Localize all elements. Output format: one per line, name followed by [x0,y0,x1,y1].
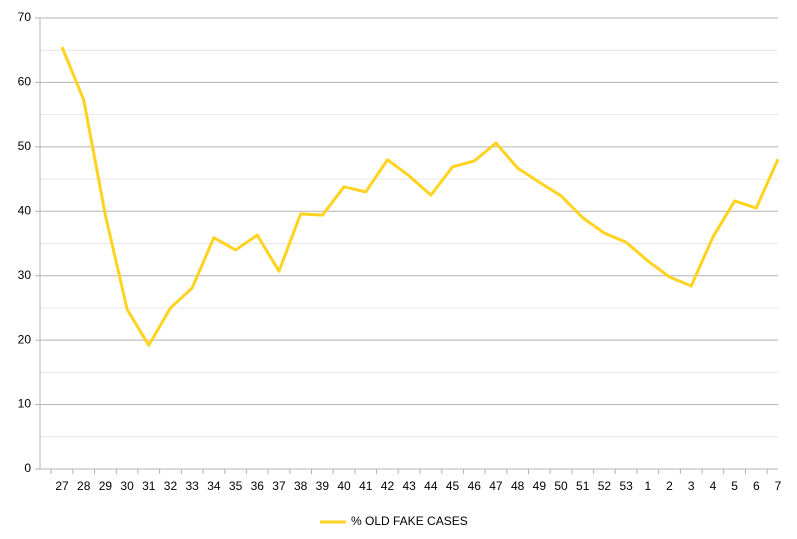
y-tick-label: 60 [18,75,32,89]
legend-label: % OLD FAKE CASES [351,514,468,528]
x-tick-label: 29 [99,479,113,493]
x-tick-label: 50 [554,479,568,493]
x-tick-label: 32 [164,479,178,493]
x-tick-label: 4 [710,479,717,493]
x-tick-label: 1 [644,479,651,493]
y-tick-label: 50 [18,139,32,153]
x-tick-label: 46 [468,479,482,493]
y-tick-label: 40 [18,203,32,217]
x-tick-label: 33 [186,479,200,493]
y-tick-label: 20 [18,332,32,346]
x-tick-label: 52 [598,479,612,493]
y-tick-label: 30 [18,268,32,282]
y-tick-label: 70 [18,10,32,24]
x-tick-label: 37 [272,479,286,493]
x-tick-label: 7 [775,479,782,493]
x-tick-label: 51 [576,479,590,493]
x-tick-label: 49 [533,479,547,493]
x-tick-label: 5 [731,479,738,493]
x-tick-label: 2 [666,479,673,493]
x-tick-label: 42 [381,479,395,493]
x-tick-label: 39 [316,479,330,493]
x-tick-label: 35 [229,479,243,493]
x-tick-label: 48 [511,479,525,493]
x-tick-label: 30 [120,479,134,493]
y-tick-label: 0 [24,461,31,475]
x-tick-label: 31 [142,479,156,493]
x-tick-label: 47 [489,479,503,493]
x-tick-label: 27 [55,479,69,493]
x-tick-label: 36 [251,479,265,493]
x-tick-label: 45 [446,479,460,493]
x-tick-label: 53 [619,479,633,493]
x-tick-label: 34 [207,479,221,493]
x-tick-label: 43 [402,479,416,493]
x-tick-label: 44 [424,479,438,493]
x-tick-label: 38 [294,479,308,493]
x-tick-label: 3 [688,479,695,493]
line-series [60,46,780,347]
x-tick-label: 40 [337,479,351,493]
x-tick-label: 6 [753,479,760,493]
x-tick-label: 28 [77,479,91,493]
x-tick-label: 41 [359,479,373,493]
y-tick-label: 10 [18,397,32,411]
